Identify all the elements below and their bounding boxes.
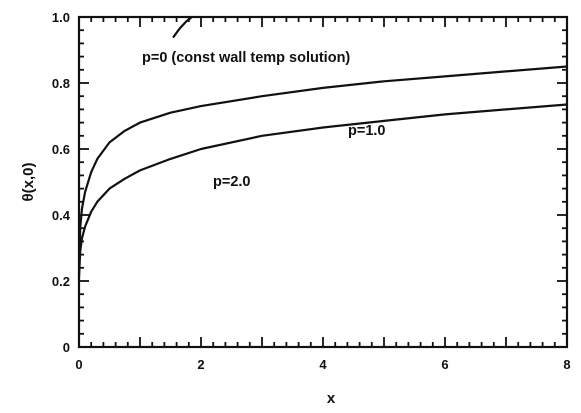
series-line-2 xyxy=(77,103,569,279)
x-tick-label: 2 xyxy=(197,357,204,372)
x-tick-label: 8 xyxy=(563,357,570,372)
y-tick-label: 0 xyxy=(63,340,70,355)
annotation-p2: p=2.0 xyxy=(213,174,250,190)
x-tick-label: 0 xyxy=(75,357,82,372)
tick-labels: 0 2 4 6 8 0 0.2 0.4 0.6 0.8 1.0 xyxy=(52,10,571,372)
series-lines xyxy=(77,15,569,279)
plot-frame xyxy=(77,15,569,349)
x-tick-label: 6 xyxy=(441,357,448,372)
axis-ticks xyxy=(78,16,568,348)
annotation-p1: p=1.0 xyxy=(348,123,385,139)
y-tick-label: 1.0 xyxy=(52,10,70,25)
annotation-p0: p=0 (const wall temp solution) xyxy=(142,50,350,66)
y-tick-label: 0.2 xyxy=(52,274,70,289)
y-tick-label: 0.6 xyxy=(52,142,70,157)
y-tick-label: 0.8 xyxy=(52,76,70,91)
y-axis-title: θ(x,0) xyxy=(20,163,37,202)
x-axis-title: x xyxy=(327,390,336,407)
series-line-0 xyxy=(172,15,193,38)
y-tick-label: 0.4 xyxy=(52,208,71,223)
series-line-1 xyxy=(77,65,569,276)
x-tick-label: 4 xyxy=(319,357,327,372)
